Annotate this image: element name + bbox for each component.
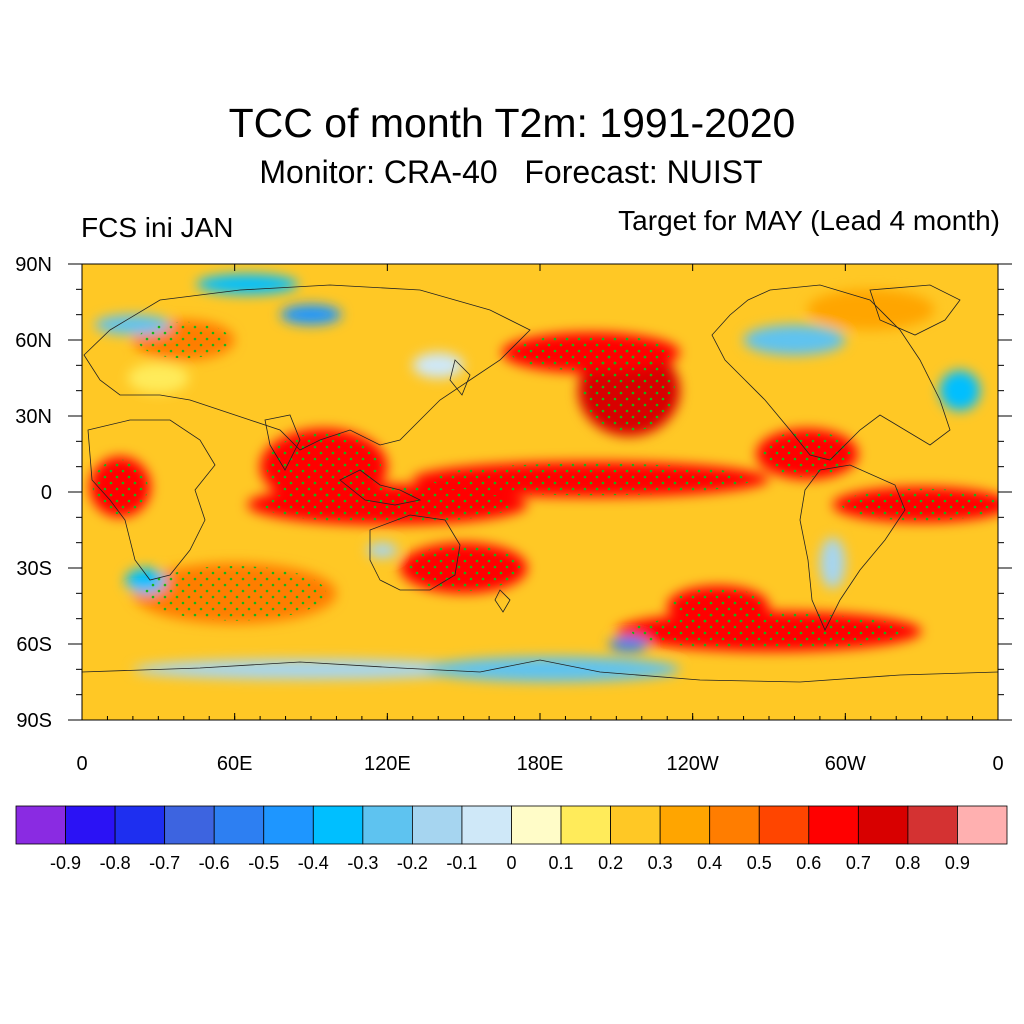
x-tick-label: 60W	[825, 753, 866, 775]
colorbar-label: -0.2	[397, 853, 428, 873]
coast-maritime-continent	[339, 469, 422, 506]
colorbar-swatch	[411, 805, 463, 845]
colorbar-swatch	[511, 805, 562, 845]
map-field	[82, 264, 998, 720]
axes: 0 60E 120E 180E 120W 60W 0 90N 60N 30N 0 30S 60S 90S	[15, 254, 1012, 775]
colorbar-swatch	[709, 805, 760, 845]
field-region	[366, 542, 398, 558]
coastlines	[82, 284, 998, 683]
y-tick-label: 60N	[15, 330, 52, 352]
colorbar-swatch	[164, 805, 215, 845]
colorbar-swatch	[957, 805, 1008, 845]
stipple-region	[143, 565, 327, 621]
field-region	[939, 370, 981, 411]
field-region	[807, 289, 935, 330]
stipple-region	[137, 321, 230, 359]
colorbar-label: 0.7	[846, 853, 871, 873]
colorbar-label: -0.1	[446, 853, 477, 873]
colorbar-swatch	[65, 805, 116, 845]
coast-new-zealand	[494, 589, 511, 613]
y-tick-label: 90S	[16, 710, 52, 732]
colorbar-label: 0.4	[697, 853, 722, 873]
colorbar-label: 0.3	[648, 853, 673, 873]
colorbar-swatch	[213, 805, 265, 845]
field-region	[127, 362, 189, 394]
coast-india	[264, 414, 301, 471]
coast-greenland	[869, 284, 961, 336]
colorbar-swatch	[560, 805, 611, 845]
colorbar-swatch	[907, 805, 958, 845]
field-region	[280, 304, 342, 325]
coast-antarctica	[82, 659, 998, 683]
colorbar-label: -0.4	[298, 853, 329, 873]
colorbar: -0.9 -0.8 -0.7 -0.6 -0.5 -0.4 -0.3 -0.2 -0.1 0 0.1…	[15, 805, 1008, 873]
colorbar-swatch	[808, 805, 859, 845]
y-tick-label: 0	[41, 482, 52, 504]
y-tick-label: 90N	[15, 254, 52, 276]
colorbar-label: 0.2	[598, 853, 623, 873]
colorbar-swatch	[312, 805, 364, 845]
coast-africa	[87, 419, 216, 581]
x-tick-label: 0	[992, 753, 1003, 775]
colorbar-label: 0.5	[747, 853, 772, 873]
coast-eurasia	[83, 284, 531, 451]
colorbar-label: -0.8	[100, 853, 131, 873]
coast-north-america	[711, 284, 951, 461]
x-tick-label: 120W	[667, 753, 719, 775]
colorbar-swatch	[758, 805, 810, 845]
stipple-region	[841, 488, 998, 521]
colorbar-swatch	[362, 805, 413, 845]
y-tick-label: 60S	[16, 634, 52, 656]
right-label: Target for MAY (Lead 4 month)	[618, 205, 1000, 236]
x-tick-label: 60E	[217, 753, 253, 775]
coast-south-america	[799, 464, 906, 631]
stipple-region	[406, 545, 521, 591]
colorbar-label: -0.6	[199, 853, 230, 873]
colorbar-swatch	[659, 805, 711, 845]
field-region	[425, 656, 680, 682]
colorbar-swatch	[263, 805, 314, 845]
x-tick-label: 180E	[517, 753, 564, 775]
stipple-region	[761, 431, 853, 477]
colorbar-label: 0.1	[549, 853, 574, 873]
coast-japan	[449, 359, 471, 396]
colorbar-label: -0.5	[248, 853, 279, 873]
field-region	[196, 274, 299, 295]
colorbar-label: 0.8	[895, 853, 920, 873]
stipple-region	[430, 463, 752, 496]
colorbar-swatch	[114, 805, 166, 845]
stipple-region	[631, 613, 907, 650]
chart-subtitle: Monitor: CRA-40 Forecast: NUIST	[259, 154, 763, 190]
field-region	[819, 537, 846, 589]
stipple-region	[261, 486, 514, 523]
colorbar-label: -0.7	[149, 853, 180, 873]
field-region	[743, 324, 846, 356]
colorbar-label: -0.9	[50, 853, 81, 873]
y-tick-label: 30S	[16, 558, 52, 580]
stipple-region	[510, 334, 672, 371]
field-region	[132, 659, 490, 680]
stipple-region	[672, 587, 764, 625]
colorbar-label: 0.9	[945, 853, 970, 873]
colorbar-swatch	[610, 805, 661, 845]
colorbar-swatch	[15, 805, 66, 845]
y-tick-label: 30N	[15, 406, 52, 428]
colorbar-swatch	[857, 805, 909, 845]
field-region	[608, 636, 650, 652]
stipple-region	[92, 459, 148, 515]
x-tick-label: 0	[76, 753, 87, 775]
coast-australia	[369, 514, 461, 591]
colorbar-swatch	[461, 805, 512, 845]
colorbar-label: 0	[506, 853, 516, 873]
colorbar-label: 0.6	[796, 853, 821, 873]
colorbar-label: -0.3	[347, 853, 378, 873]
field-region	[412, 352, 464, 379]
chart-title: TCC of month T2m: 1991-2020	[228, 100, 796, 146]
left-label: FCS ini JAN	[81, 212, 234, 243]
x-tick-label: 120E	[364, 753, 411, 775]
